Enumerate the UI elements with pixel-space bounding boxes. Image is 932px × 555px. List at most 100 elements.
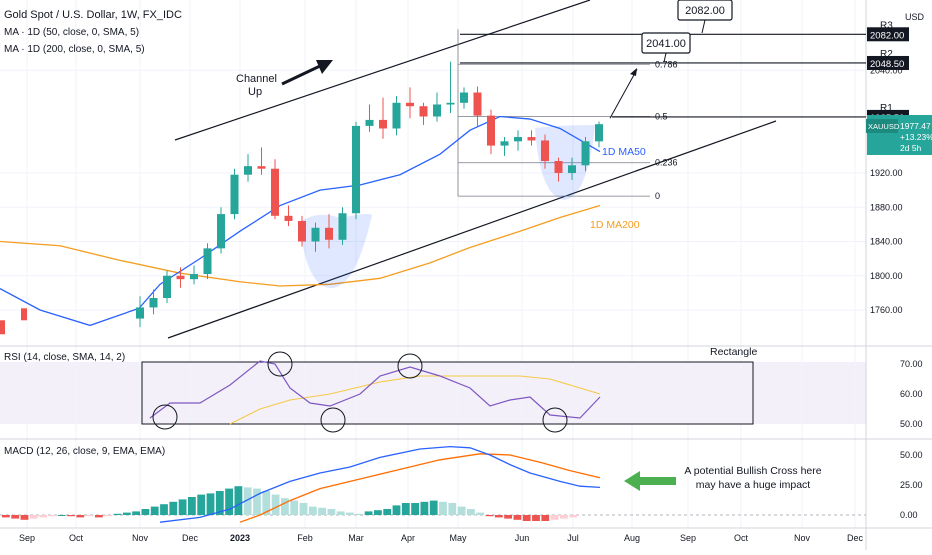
macd-histogram-bar [560,515,568,519]
resistance-label: R1 [880,103,893,114]
channel-label: Channel [236,73,277,85]
macd-histogram-bar [281,498,289,515]
candle-body [365,119,374,126]
time-tick-label: Dec [182,533,199,543]
candle-body [500,141,509,146]
ma200-legend: MA · 1D (200, close, 0, SMA, 5) [4,44,145,55]
macd-histogram-bar [243,487,252,515]
candle-body [554,161,563,173]
macd-signal-line [239,453,601,523]
time-tick-label: Mar [348,533,364,543]
macd-histogram-bar [29,515,38,519]
fib-level-label: 0.786 [655,59,678,69]
macd-histogram-bar [188,497,196,515]
macd-histogram-bar [206,493,215,515]
candle-body [568,165,576,173]
macd-histogram-bar [299,503,308,515]
candle-body [379,119,387,129]
rsi-tick-label: 70.00 [900,359,923,369]
macd-histogram-bar [76,515,85,518]
candle-body [581,141,590,166]
macd-histogram-bar [169,501,178,515]
macd-histogram-bar [67,515,75,517]
candle-body [514,137,522,142]
price-tick-label: 2040.00 [870,65,903,75]
candle-body [176,275,185,280]
macd-histogram-bar [104,515,113,517]
macd-histogram-bar [160,504,168,515]
macd-histogram-bar [346,512,354,515]
candle-body [338,213,347,240]
time-tick-label: Apr [401,533,415,543]
macd-histogram-bar [225,488,233,515]
macd-histogram-bar [95,515,103,518]
candle-body [21,308,27,321]
candle-body [352,125,360,214]
ma200-line [0,204,601,287]
candle-body [460,92,468,103]
rsi-tick-label: 60.00 [900,389,923,399]
macd-histogram-bar [429,500,438,515]
macd-histogram-bar [522,515,531,521]
macd-tick-label: 25.00 [900,480,923,490]
rsi-circle [397,353,423,379]
channel-lower-line [167,120,777,339]
macd-histogram-bar [411,503,419,515]
macd-histogram-bar [485,515,494,517]
candle-body [527,137,536,141]
macd-histogram-bar [11,515,20,519]
price-tag-bg [867,55,909,70]
candle-body [446,102,455,105]
price-change: +13.23% [900,132,932,142]
green-arrow-icon [624,471,676,491]
macd-histogram-bar [262,491,271,515]
candle-body [419,106,428,117]
macd-tick-label: 0.00 [900,510,918,520]
bar-countdown: 2d 5h [900,143,922,153]
price-tick-label: 1840.00 [870,237,903,247]
current-price: 1977.47 [900,121,931,131]
fib-level-label: 0.236 [655,158,678,168]
price-tick-label: 1920.00 [870,168,903,178]
candle-body [541,140,549,162]
macd-histogram-bar [113,513,122,515]
rsi-signal-line [229,375,601,425]
channel-arrow [281,64,321,86]
macd-histogram-bar [550,515,559,520]
macd-histogram-bar [290,500,299,515]
time-tick-label: Oct [69,533,84,543]
macd-histogram-bar [178,499,187,515]
target-high-callout-pointer [701,19,706,34]
resistance-price-tag: 2048.50 [870,59,904,70]
resistance-label: R3 [880,20,893,31]
ma50-legend: MA · 1D (50, close, 0, SMA, 5) [4,27,140,38]
candle-body [392,102,401,129]
bullish-cross-text-1: A potential Bullish Cross here [684,465,821,477]
candle-body [284,215,293,221]
macd-histogram-bar [504,515,512,519]
macd-histogram-bar [234,486,243,515]
macd-histogram-bar [2,515,10,518]
bullish-cross-text-2: may have a huge impact [696,479,810,491]
macd-histogram-bar [336,511,345,515]
macd-histogram-bar [48,515,57,517]
macd-histogram-bar [39,515,47,518]
candle-body [136,307,144,319]
symbol-tag [866,119,898,133]
macd-histogram-bar [401,503,410,515]
target-low-callout-pointer [663,52,667,63]
macd-histogram-bar [253,488,261,515]
rsi-circle [542,407,568,433]
candle-body [433,104,441,117]
macd-histogram-bar [215,491,224,515]
rsi-circle [152,404,178,430]
time-tick-label: Aug [624,533,640,543]
macd-histogram-bar [448,503,457,515]
channel-arrowhead [316,60,333,74]
target-low-callout-box [641,32,691,54]
candle-body [217,214,225,249]
resistance-label: R2 [880,49,893,60]
